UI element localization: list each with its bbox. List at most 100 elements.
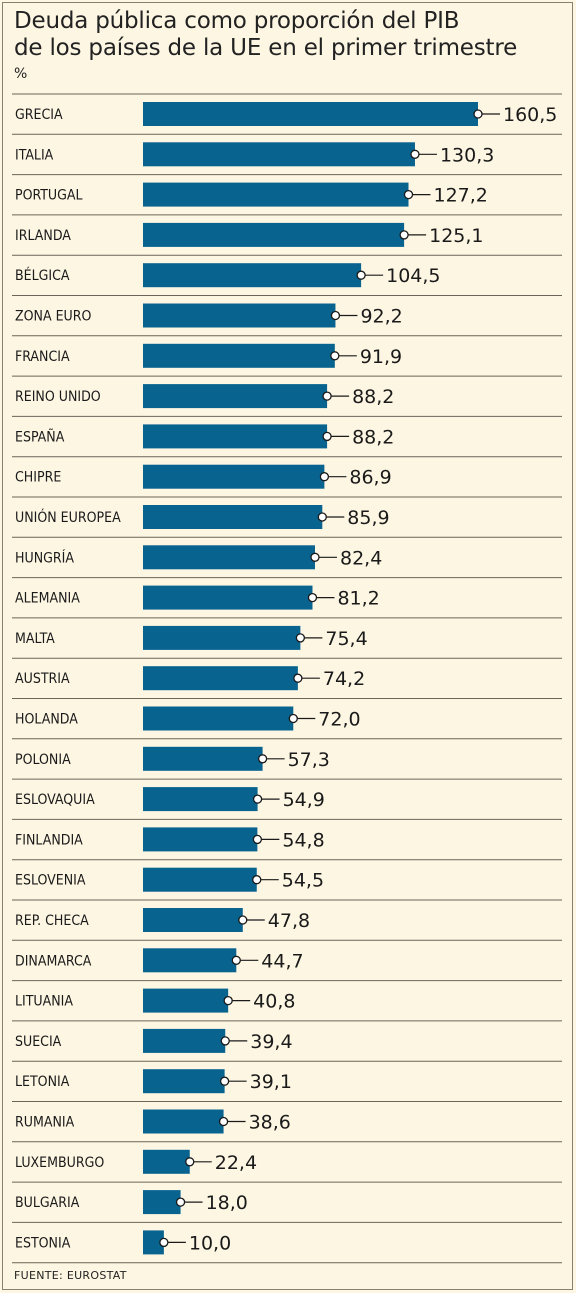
value-label: 39,4 bbox=[250, 1031, 292, 1053]
bar-end-marker bbox=[473, 109, 483, 119]
value-label: 92,2 bbox=[360, 306, 402, 328]
bar-end-marker bbox=[238, 915, 248, 925]
value-label: 22,4 bbox=[215, 1152, 257, 1174]
category-label: IRLANDA bbox=[15, 228, 71, 244]
bar-end-marker bbox=[403, 189, 414, 200]
value-label: 74,2 bbox=[323, 668, 365, 690]
value-label: 85,9 bbox=[347, 507, 389, 529]
bar-end-marker bbox=[307, 592, 318, 603]
bar bbox=[143, 142, 415, 167]
bar bbox=[143, 464, 325, 489]
value-label: 54,8 bbox=[282, 829, 324, 851]
category-label: ESLOVAQUIA bbox=[15, 792, 95, 808]
category-label: GRECIA bbox=[15, 107, 63, 123]
bar bbox=[143, 424, 328, 449]
bar bbox=[143, 1109, 224, 1134]
bar bbox=[143, 1149, 190, 1174]
value-label: 127,2 bbox=[433, 185, 487, 207]
bar-end-marker bbox=[330, 351, 340, 361]
bar-end-marker bbox=[252, 834, 263, 845]
bar-end-marker bbox=[223, 995, 233, 1006]
value-label: 39,1 bbox=[250, 1071, 292, 1093]
value-label: 18,0 bbox=[206, 1192, 248, 1214]
value-label: 160,5 bbox=[503, 104, 557, 126]
category-label: DINAMARCA bbox=[15, 953, 92, 969]
category-label: LETONIA bbox=[15, 1074, 70, 1090]
category-label: ALEMANIA bbox=[15, 591, 80, 607]
category-label: AUSTRIA bbox=[15, 671, 70, 687]
bar-end-marker bbox=[220, 1036, 230, 1046]
category-label: FINLANDIA bbox=[15, 832, 83, 848]
bar bbox=[143, 666, 298, 691]
category-label: PORTUGAL bbox=[15, 188, 83, 204]
bar bbox=[143, 625, 301, 650]
value-label: 54,9 bbox=[283, 789, 325, 811]
bar bbox=[143, 505, 323, 529]
bar bbox=[143, 706, 294, 731]
bar-end-marker bbox=[310, 552, 320, 562]
category-label: POLONIA bbox=[15, 752, 71, 768]
bar bbox=[143, 1028, 226, 1053]
value-label: 82,4 bbox=[340, 547, 382, 569]
bar-end-marker bbox=[317, 512, 327, 522]
value-label: 40,8 bbox=[253, 991, 295, 1013]
bar bbox=[143, 585, 313, 610]
category-label: REP. CHECA bbox=[15, 913, 89, 929]
bar-end-marker bbox=[293, 673, 303, 683]
category-label: ZONA EURO bbox=[15, 309, 92, 325]
bar bbox=[143, 1230, 164, 1255]
bar-end-marker bbox=[218, 1116, 229, 1127]
bar bbox=[143, 1190, 181, 1215]
chart-title: Deuda pública como proporción del PIB de… bbox=[14, 8, 564, 62]
bar-end-marker bbox=[231, 955, 241, 965]
category-label: ESPAÑA bbox=[15, 428, 65, 445]
bar bbox=[143, 222, 405, 247]
bar-end-marker bbox=[175, 1197, 186, 1207]
bar bbox=[143, 182, 409, 207]
bar-end-marker bbox=[185, 1157, 195, 1167]
category-label: UNIÓN EUROPEA bbox=[15, 508, 121, 526]
bar-end-marker bbox=[159, 1237, 169, 1248]
value-label: 72,0 bbox=[318, 709, 360, 731]
bar bbox=[143, 1069, 225, 1094]
category-label: MALTA bbox=[15, 631, 55, 647]
bar-end-marker bbox=[410, 149, 420, 159]
bar-end-marker bbox=[322, 391, 332, 401]
bar-end-marker bbox=[322, 431, 332, 442]
value-label: 88,2 bbox=[352, 386, 394, 408]
value-label: 91,9 bbox=[360, 346, 402, 368]
category-label: REINO UNIDO bbox=[15, 389, 101, 405]
bar-end-marker bbox=[319, 472, 330, 482]
bar-end-marker bbox=[252, 875, 262, 885]
bar-end-marker bbox=[288, 713, 298, 724]
bar bbox=[143, 867, 257, 892]
category-label: ESLOVENIA bbox=[15, 873, 86, 889]
bar-end-marker bbox=[330, 310, 341, 321]
category-label: SUECIA bbox=[15, 1034, 62, 1050]
category-label: BULGARIA bbox=[15, 1195, 80, 1211]
bar-end-marker bbox=[219, 1076, 230, 1086]
bar-end-marker bbox=[252, 794, 263, 804]
value-label: 10,0 bbox=[189, 1232, 231, 1254]
value-label: 130,3 bbox=[440, 144, 494, 166]
value-label: 75,4 bbox=[325, 628, 367, 650]
category-label: HOLANDA bbox=[15, 712, 78, 728]
bar bbox=[143, 303, 336, 328]
bar bbox=[143, 384, 328, 409]
bar-end-marker bbox=[257, 754, 268, 764]
category-label: RUMANIA bbox=[15, 1115, 75, 1131]
value-label: 38,6 bbox=[249, 1112, 291, 1134]
value-label: 104,5 bbox=[386, 265, 440, 287]
bar bbox=[143, 908, 243, 932]
bar bbox=[143, 263, 362, 288]
value-label: 44,7 bbox=[261, 950, 303, 972]
value-label: 47,8 bbox=[268, 910, 310, 932]
bar bbox=[143, 988, 229, 1013]
source-note: FUENTE: EUROSTAT bbox=[14, 1269, 127, 1282]
chart-title-line2: de los países de la UE en el primer trim… bbox=[14, 35, 518, 61]
bar bbox=[143, 545, 315, 570]
value-label: 54,5 bbox=[282, 870, 324, 892]
category-label: CHIPRE bbox=[15, 470, 61, 486]
